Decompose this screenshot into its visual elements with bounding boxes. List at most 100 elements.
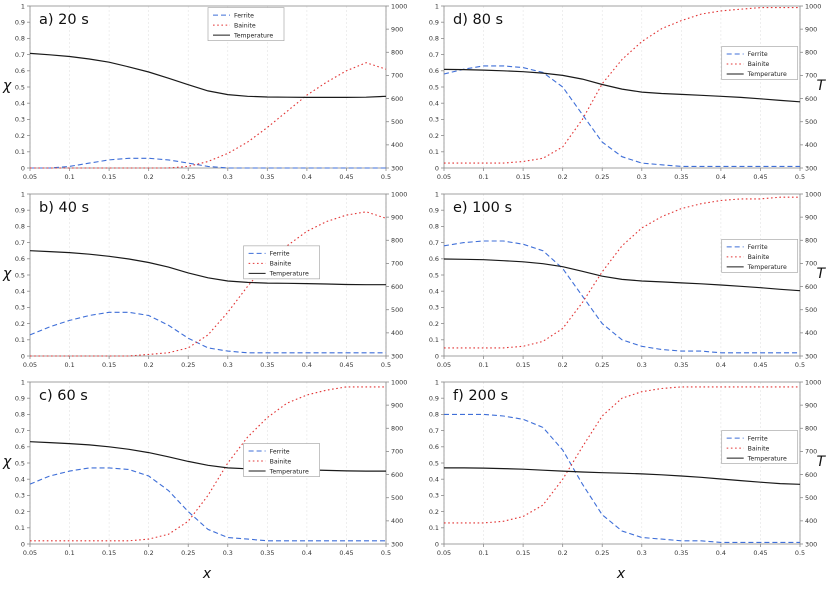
series-temperature [443,68,801,103]
y-axis-label-T-d: T [816,78,825,94]
svg-text:0.4: 0.4 [15,288,25,296]
svg-text:0.7: 0.7 [15,427,25,435]
series-ferrite [443,240,800,354]
svg-text:0.25: 0.25 [181,549,195,557]
svg-text:0.1: 0.1 [429,524,439,532]
x-axis-label-right-column: x [414,564,828,590]
svg-text:0.2: 0.2 [558,173,568,181]
chart-panel-f: T 0.05 0.1 0.15 0.2 0.25 0.3 0.35 0.4 0.45 0.5 0 0.… [414,376,828,564]
svg-text:0.7: 0.7 [15,51,25,59]
series-ferrite [443,65,800,167]
svg-text:400: 400 [391,329,403,337]
svg-text:0.9: 0.9 [15,19,25,27]
svg-text:1000: 1000 [805,378,821,386]
svg-text:700: 700 [805,260,817,268]
svg-text:Bainite: Bainite [748,254,770,261]
svg-text:600: 600 [805,283,817,291]
svg-text:0.35: 0.35 [260,173,274,181]
svg-text:0.2: 0.2 [429,508,439,516]
svg-text:900: 900 [805,401,817,409]
svg-text:900: 900 [805,25,817,33]
svg-text:500: 500 [391,306,403,314]
chart-svg-e: 0.05 0.1 0.15 0.2 0.25 0.3 0.35 0.4 0.45 0.5 0 0.1 0… [429,190,821,369]
svg-text:0.4: 0.4 [302,549,312,557]
chart-panel-a: χ 0.05 0.1 0.15 0.2 0.25 0.3 0.35 0.4 0.45 0.5 0 0.… [0,0,414,188]
svg-text:0.8: 0.8 [15,35,25,43]
panel-title: c) 60 s [39,388,88,404]
svg-text:0.7: 0.7 [429,427,439,435]
svg-text:1000: 1000 [391,190,407,198]
svg-text:500: 500 [391,494,403,502]
svg-text:1000: 1000 [805,190,821,198]
chart-svg-d: 0.05 0.1 0.15 0.2 0.25 0.3 0.35 0.4 0.45 0.5 0 0.1 0… [429,2,821,181]
svg-text:0.4: 0.4 [429,476,439,484]
svg-text:Ferrite: Ferrite [234,12,254,19]
chart-panel-d: T 0.05 0.1 0.15 0.2 0.25 0.3 0.35 0.4 0.45 0.5 0 0.… [414,0,828,188]
svg-text:0.1: 0.1 [429,148,439,156]
svg-text:0.1: 0.1 [478,361,488,369]
svg-text:0.05: 0.05 [23,549,37,557]
svg-text:0.3: 0.3 [429,116,439,124]
svg-text:300: 300 [391,352,403,360]
chart-svg-c: 0.05 0.1 0.15 0.2 0.25 0.3 0.35 0.4 0.45 0.5 0 0.1 0… [15,378,407,557]
svg-text:0.1: 0.1 [64,361,74,369]
svg-text:0.5: 0.5 [429,459,439,467]
svg-text:0.35: 0.35 [260,549,274,557]
svg-text:600: 600 [391,95,403,103]
svg-text:1: 1 [21,378,25,386]
chart-svg-a: 0.05 0.1 0.15 0.2 0.25 0.3 0.35 0.4 0.45 0.5 0 0.1 0… [15,2,407,181]
svg-text:0: 0 [435,164,439,172]
svg-text:0.2: 0.2 [429,132,439,140]
y-axis-label-T-e: T [816,266,825,282]
svg-text:0.45: 0.45 [339,173,353,181]
svg-text:0.35: 0.35 [674,549,688,557]
svg-text:Temperature: Temperature [269,271,309,278]
series-temperature [29,441,386,472]
svg-text:0.35: 0.35 [674,361,688,369]
svg-text:0.25: 0.25 [595,549,609,557]
svg-text:0.2: 0.2 [15,508,25,516]
svg-text:0.5: 0.5 [429,271,439,279]
svg-text:0.8: 0.8 [429,35,439,43]
svg-text:0.7: 0.7 [429,51,439,59]
svg-text:Ferrite: Ferrite [270,251,290,258]
svg-text:1: 1 [435,2,439,10]
svg-text:500: 500 [805,494,817,502]
svg-text:0.8: 0.8 [429,411,439,419]
svg-text:0.6: 0.6 [429,443,439,451]
svg-text:400: 400 [391,517,403,525]
svg-text:0.45: 0.45 [753,173,767,181]
svg-text:Ferrite: Ferrite [270,448,290,455]
svg-text:0.2: 0.2 [15,132,25,140]
svg-text:800: 800 [805,425,817,433]
svg-text:Bainite: Bainite [234,22,256,29]
series-bainite [30,386,386,542]
legend-box [721,239,799,273]
svg-text:300: 300 [391,540,403,548]
svg-text:800: 800 [391,425,403,433]
svg-text:0.1: 0.1 [64,549,74,557]
svg-text:700: 700 [805,448,817,456]
svg-text:0.1: 0.1 [15,148,25,156]
svg-text:0.05: 0.05 [437,361,451,369]
panel-title: b) 40 s [39,200,89,216]
svg-text:0.45: 0.45 [753,549,767,557]
series-ferrite [30,157,386,169]
svg-text:0.3: 0.3 [429,492,439,500]
svg-text:0.3: 0.3 [15,492,25,500]
svg-text:400: 400 [391,141,403,149]
svg-text:Bainite: Bainite [748,445,770,452]
svg-text:800: 800 [805,237,817,245]
svg-text:0.45: 0.45 [339,549,353,557]
svg-text:900: 900 [391,25,403,33]
svg-text:0.05: 0.05 [23,361,37,369]
svg-text:0.25: 0.25 [595,173,609,181]
svg-text:0.6: 0.6 [15,67,25,75]
svg-text:900: 900 [805,213,817,221]
svg-text:0.7: 0.7 [15,239,25,247]
svg-text:0.5: 0.5 [795,173,805,181]
svg-text:800: 800 [391,49,403,57]
svg-text:500: 500 [805,306,817,314]
svg-text:700: 700 [805,72,817,80]
svg-text:0.15: 0.15 [102,549,116,557]
